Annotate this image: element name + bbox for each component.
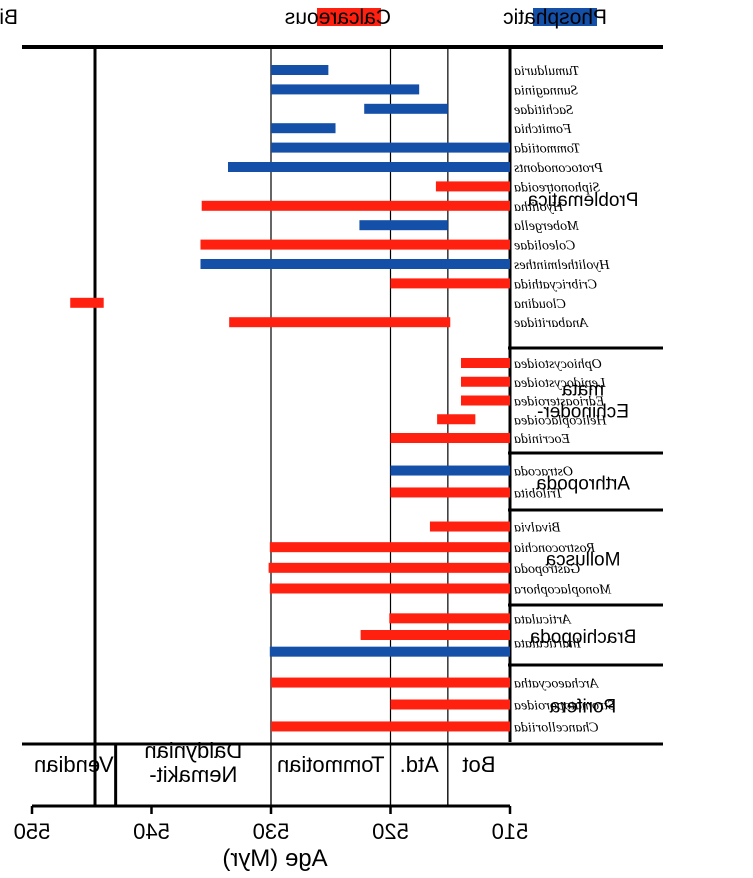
range-bar: [271, 65, 329, 75]
range-bar: [461, 395, 510, 406]
taxon-label: Tommotiida: [514, 142, 580, 157]
taxon-label: Ostracoda: [514, 465, 573, 480]
range-bar: [435, 181, 510, 192]
group-label: Echinoder-mata: [537, 380, 629, 423]
taxon-label: Eocrinida: [514, 432, 571, 447]
range-bar: [271, 123, 336, 134]
mirrored-figure: Bioinorganic Materials: Calcareous Phospha…: [0, 6, 663, 872]
range-bar: [271, 721, 510, 732]
taxon-label: Hyolitha: [514, 200, 564, 215]
group-label: Mollusca: [545, 550, 620, 571]
taxon-label: Cloudina: [514, 297, 566, 312]
stage-label: Vendian: [34, 752, 114, 777]
range-bar: [389, 613, 510, 624]
group-label: Problematica: [527, 190, 638, 211]
group-label: Arthropoda: [536, 474, 630, 495]
range-bar: [227, 162, 510, 172]
taxon-label: Protoconodonts: [513, 161, 603, 176]
taxon-label: Trilobita: [514, 486, 563, 501]
taxon-label: Sachitidae: [514, 103, 573, 118]
taxon-label: Cribricyathida: [514, 277, 597, 292]
range-bar: [390, 465, 510, 476]
stage-label: Nemakit-Daldynian: [144, 738, 242, 787]
taxon-label: Siphonotreoida: [514, 180, 600, 195]
group-label: Brachiopoda: [529, 627, 636, 648]
range-bar: [200, 239, 510, 250]
range-bar: [390, 699, 510, 710]
taxon-label: Stromatoporoidea: [514, 699, 615, 714]
taxon-label: Bivalvia: [514, 521, 561, 536]
legend-swatch-calcareous: [317, 8, 381, 26]
legend-title: Bioinorganic Materials:: [0, 6, 18, 29]
range-bar: [360, 630, 510, 640]
range-bar: [429, 521, 510, 532]
x-tick-label: 510: [492, 819, 529, 844]
taxon-label: Tumulduria: [514, 64, 579, 79]
taxon-label: Edrioasteroidea: [514, 395, 605, 410]
taxon-label: Anabaritidae: [514, 316, 589, 331]
stage-label: Bot: [462, 752, 495, 777]
x-tick-label: 550: [14, 819, 51, 844]
taxon-label: Sunnaginia: [514, 83, 578, 98]
taxon-label: Helicoplacoidea: [514, 413, 608, 428]
x-tick-label: 520: [372, 819, 409, 844]
range-bar: [271, 677, 510, 688]
range-bar: [70, 297, 104, 308]
taxon-label: Hyolithelminthes: [513, 258, 610, 273]
range-bar: [271, 142, 510, 153]
legend-label-phosphatic: Phosphatic: [503, 6, 607, 29]
group-label: Porifera: [549, 697, 616, 718]
legend-label-calcareous: Calcareous: [285, 6, 391, 29]
range-bar: [461, 376, 510, 387]
range-bar: [271, 84, 420, 95]
taxon-label: Chancelloriida: [514, 720, 599, 735]
range-bar: [201, 200, 510, 211]
range-bar: [200, 259, 510, 269]
taxon-label: Gastropoda: [514, 562, 580, 577]
range-bar: [269, 646, 510, 657]
range-bar: [390, 278, 510, 289]
taxon-label: Monoplacophora: [514, 582, 612, 597]
taxon-label: Coleolidae: [514, 239, 575, 254]
taxon-label: Mobergella: [514, 219, 580, 234]
range-bar: [461, 358, 510, 368]
stage-label: Tommotian: [277, 752, 385, 777]
taxon-label: Ophiocystoidea: [514, 357, 602, 372]
x-tick-label: 530: [253, 819, 290, 844]
taxon-label: Archaeocyatha: [514, 677, 599, 692]
taxon-label: Lepidocystoidea: [514, 376, 607, 391]
range-bar: [390, 487, 510, 498]
range-bar: [359, 220, 448, 231]
x-axis-title: Age (Myr): [222, 845, 327, 872]
taxon-label: Fomitchia: [514, 122, 573, 137]
stage-label: Atd.: [400, 752, 439, 777]
x-tick-label: 540: [133, 819, 170, 844]
range-bar: [437, 414, 476, 425]
range-bar: [268, 562, 510, 573]
taxon-label: Rostroconchia: [514, 541, 596, 556]
taxon-label: Articulata: [514, 612, 572, 627]
taxon-label: Inarticulata: [514, 637, 582, 652]
range-bar: [364, 103, 448, 114]
legend-swatch-phosphatic: [533, 8, 597, 26]
range-bar: [390, 433, 510, 443]
range-bar: [229, 317, 451, 328]
range-bar: [269, 542, 510, 553]
range-bar: [269, 583, 510, 594]
